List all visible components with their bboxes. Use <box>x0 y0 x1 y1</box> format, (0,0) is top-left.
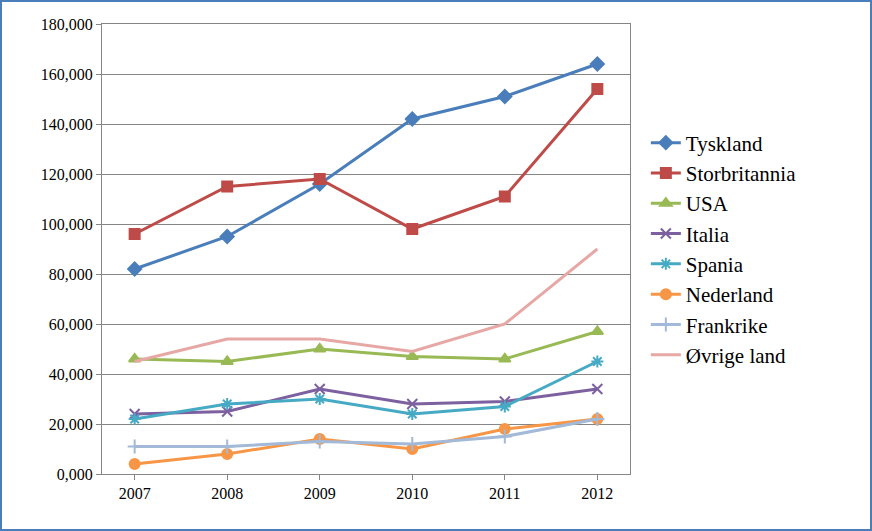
svg-text:USA: USA <box>686 192 729 216</box>
svg-text:20,000: 20,000 <box>49 416 93 433</box>
svg-text:2011: 2011 <box>489 485 520 502</box>
svg-text:Storbritannia: Storbritannia <box>686 162 796 186</box>
svg-text:Øvrige land: Øvrige land <box>686 344 786 368</box>
svg-text:Italia: Italia <box>686 223 730 247</box>
svg-text:80,000: 80,000 <box>49 266 93 283</box>
svg-text:120,000: 120,000 <box>41 166 93 183</box>
svg-text:2007: 2007 <box>119 485 151 502</box>
svg-text:100,000: 100,000 <box>41 216 93 233</box>
svg-text:2010: 2010 <box>396 485 428 502</box>
svg-text:180,000: 180,000 <box>41 16 93 33</box>
svg-text:2009: 2009 <box>304 485 336 502</box>
svg-text:Frankrike: Frankrike <box>686 314 768 338</box>
svg-text:140,000: 140,000 <box>41 116 93 133</box>
svg-text:60,000: 60,000 <box>49 316 93 333</box>
svg-text:40,000: 40,000 <box>49 366 93 383</box>
svg-text:Spania: Spania <box>686 253 744 277</box>
svg-text:Tyskland: Tyskland <box>686 132 763 156</box>
svg-text:Nederland: Nederland <box>686 283 774 307</box>
svg-text:160,000: 160,000 <box>41 66 93 83</box>
svg-text:2012: 2012 <box>581 485 613 502</box>
svg-text:2008: 2008 <box>211 485 243 502</box>
svg-text:0,000: 0,000 <box>57 466 93 483</box>
